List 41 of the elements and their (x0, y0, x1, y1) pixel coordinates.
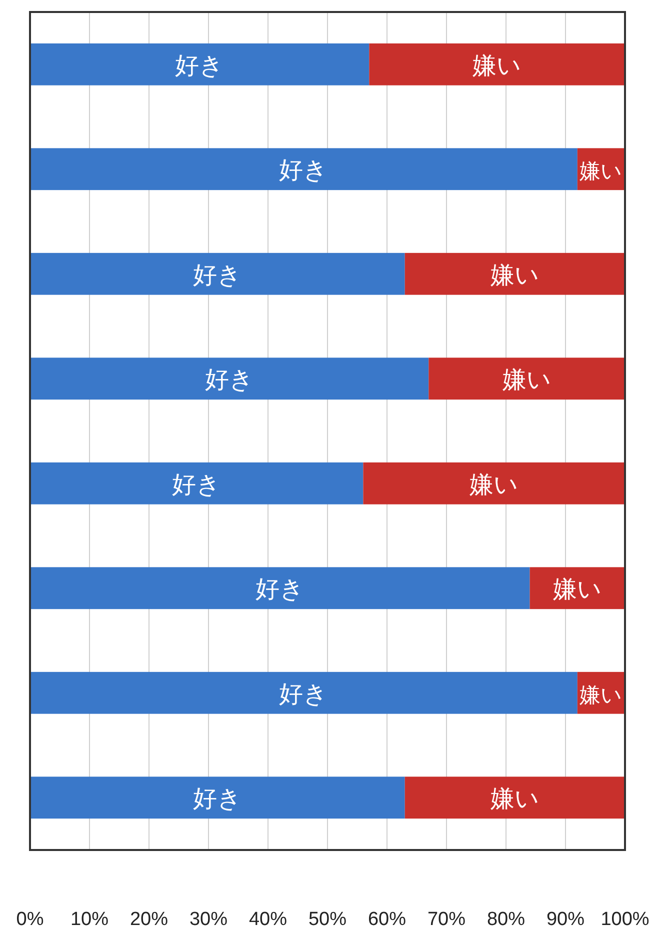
x-tick-label: 70% (427, 909, 466, 930)
text: 好き (279, 680, 328, 708)
text: 嫌い (502, 366, 552, 394)
bar (30, 672, 578, 714)
text: 嫌い (470, 471, 519, 498)
text: 好き (192, 786, 242, 813)
text: 好き (255, 576, 304, 604)
bar (404, 252, 625, 295)
x-tick-label: 40% (248, 909, 288, 930)
text: 好き (175, 52, 224, 80)
series-label: 好き (279, 157, 328, 184)
text: 嫌い (490, 262, 540, 289)
text: 嫌い (472, 52, 522, 80)
text: 嫌い (552, 576, 602, 604)
text: 好き (204, 366, 254, 394)
x-tick-label: 0% (16, 909, 44, 930)
bar (530, 567, 625, 610)
bar (30, 462, 364, 504)
x-tick-label: 100% (600, 909, 650, 930)
x-tick-label: 80% (486, 909, 526, 930)
x-tick-label: 20% (130, 909, 168, 930)
bar (369, 43, 625, 86)
x-tick-label: 60% (368, 909, 406, 930)
bar (30, 252, 405, 295)
text: 嫌い (490, 786, 540, 813)
x-tick-label: 90% (546, 909, 585, 930)
bar (30, 148, 578, 190)
x-tick-label: 50% (308, 909, 347, 930)
text: 好き (192, 262, 242, 289)
bar (30, 776, 405, 819)
x-tick-label: 30% (189, 909, 228, 930)
bar (30, 358, 429, 400)
x-tick-label: 10% (70, 909, 109, 930)
series-label: 嫌い (580, 160, 623, 184)
bar (30, 567, 530, 610)
bar (428, 358, 625, 400)
bar (30, 43, 370, 86)
bar (404, 776, 625, 819)
bar (363, 462, 625, 504)
text: 嫌い (580, 684, 623, 707)
text: 好き (172, 471, 222, 498)
